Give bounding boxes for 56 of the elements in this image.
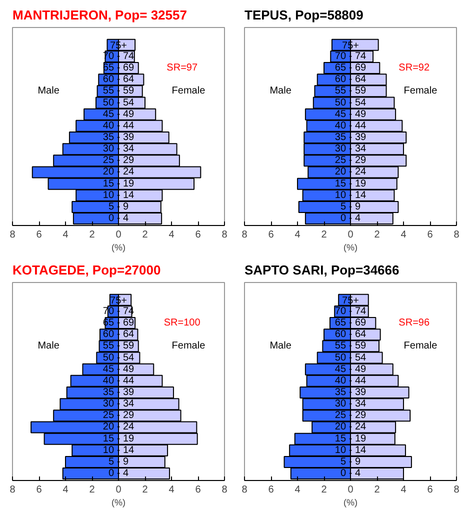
x-tick-label: 4 (168, 230, 175, 240)
x-tick-label: 8 (222, 484, 228, 496)
annotation: SR=92 (398, 62, 430, 74)
annotation: SR=96 (398, 318, 430, 329)
x-tick-label: 6 (36, 230, 42, 240)
series-label: Female (404, 340, 438, 352)
text: Female (172, 86, 206, 97)
x-tick-label: 8 (222, 230, 228, 240)
text: Male (38, 340, 60, 352)
x-tick-label: 8 (10, 230, 16, 240)
x-tick-label: 6 (195, 230, 202, 240)
x-tick-label: 2 (142, 484, 148, 496)
text: Male (38, 86, 60, 97)
x-tick-label: 2 (321, 484, 328, 496)
x-tick-label: 8 (10, 484, 16, 496)
series-label: Female (404, 86, 438, 97)
chart-title: KOTAGEDE, Pop=27000 (12, 262, 161, 278)
x-tick-label: 2 (321, 230, 328, 240)
text: Female (172, 340, 206, 352)
x-tick-label: 2 (89, 484, 96, 496)
x-tick-label: 2 (142, 230, 148, 240)
series-label: Male (270, 340, 292, 352)
x-tick-label: 6 (427, 230, 434, 240)
x-tick-label: 0 (116, 230, 122, 240)
x-axis-title: (%) (344, 242, 358, 252)
annotation: SR=97 (166, 62, 198, 74)
x-tick-label: 4 (400, 484, 407, 496)
x-tick-label: 0 (348, 230, 354, 240)
x-tick-label: 8 (454, 230, 460, 240)
x-tick-label: 4 (62, 484, 69, 496)
x-tick-label: 2 (89, 230, 96, 240)
x-tick-label: 4 (294, 484, 301, 496)
x-tick-label: 0 (348, 484, 354, 496)
chart-title: SAPTO SARI, Pop=34666 (244, 262, 400, 278)
x-tick-label: 4 (294, 230, 301, 240)
x-tick-label: 6 (268, 230, 274, 240)
chart-title: TEPUS, Pop=58809 (244, 8, 364, 22)
chart-title: MANTRIJERON, Pop= 32557 (12, 8, 187, 22)
x-tick-label: 2 (374, 484, 380, 496)
x-tick-label: 0 (116, 484, 122, 496)
x-tick-label: 4 (62, 230, 69, 240)
x-axis-title: (%) (112, 498, 126, 508)
x-axis-title: (%) (112, 242, 126, 252)
x-tick-label: 6 (36, 484, 42, 496)
x-tick-label: 2 (374, 230, 380, 240)
x-tick-label: 6 (195, 484, 202, 496)
x-tick-label: 4 (400, 230, 407, 240)
x-tick-label: 8 (242, 230, 248, 240)
x-axis-title: (%) (344, 498, 358, 508)
x-tick-label: 8 (242, 484, 248, 496)
x-tick-label: 8 (454, 484, 460, 496)
x-tick-label: 4 (168, 484, 175, 496)
x-tick-label: 6 (427, 484, 434, 496)
series-label: Male (270, 86, 292, 97)
annotation: SR=100 (164, 318, 201, 329)
x-tick-label: 6 (268, 484, 274, 496)
